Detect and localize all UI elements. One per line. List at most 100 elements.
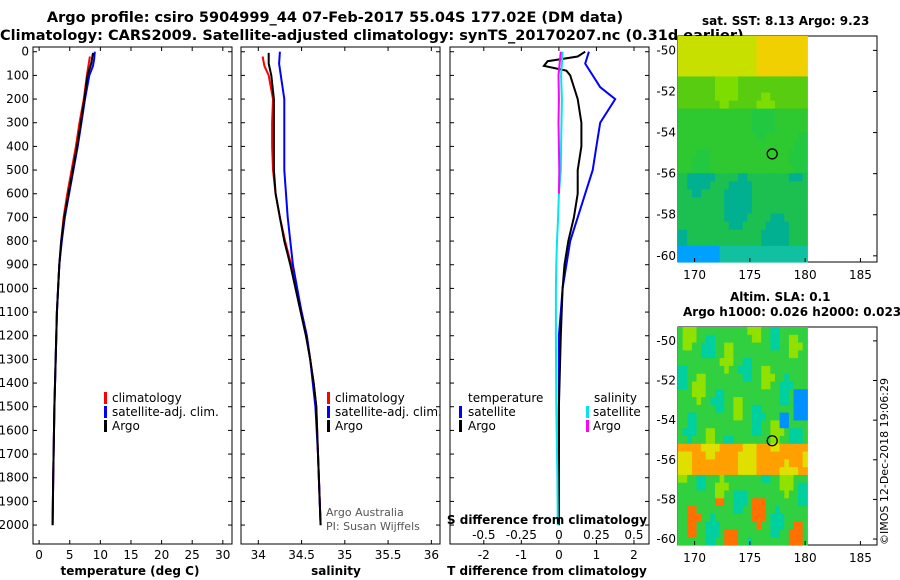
legend-label-satellite: satellite-adj. clim.	[112, 405, 219, 419]
map-cell	[724, 459, 730, 468]
map-cell	[696, 197, 702, 207]
map-cell	[793, 412, 799, 421]
map-cell	[765, 229, 771, 239]
legend-label-t-satellite: satellite	[468, 405, 516, 419]
map-cell	[705, 506, 711, 515]
map-cell	[751, 205, 758, 215]
map-cell	[765, 205, 771, 215]
map-cell	[719, 334, 725, 344]
map-cell	[696, 474, 702, 484]
map-cell	[738, 124, 744, 134]
map-cell	[802, 132, 808, 142]
map-cell	[705, 451, 711, 460]
map-cell	[710, 189, 716, 199]
map-cell	[779, 68, 785, 77]
map-cell	[802, 165, 808, 174]
x-tick-label: 20	[154, 548, 169, 562]
map-cell	[779, 381, 785, 390]
map-cell	[775, 76, 781, 86]
map-cell	[765, 334, 771, 344]
map-cell	[682, 350, 688, 359]
map-cell	[691, 334, 698, 344]
map-cell	[779, 140, 785, 150]
map-cell	[742, 327, 748, 336]
map-cell	[761, 52, 767, 61]
map-cell	[705, 165, 711, 174]
salinity-panel: 34 34.5 35 35.5 36 climatology satellite-adj…	[240, 46, 442, 578]
map-cell	[705, 358, 711, 367]
map-cell	[738, 205, 744, 215]
map-cell	[761, 68, 767, 77]
map-cell	[756, 60, 762, 69]
map-cell	[751, 237, 758, 247]
map-cell	[761, 404, 767, 414]
map-cell	[701, 36, 707, 45]
map-cell	[742, 342, 748, 351]
map-cell	[687, 389, 693, 398]
map-cell	[802, 404, 808, 414]
map-cell	[724, 213, 730, 223]
map-cell	[798, 482, 804, 492]
map-cell	[738, 412, 744, 421]
map-cell	[728, 428, 734, 437]
map-cell	[756, 173, 762, 182]
map-cell	[788, 213, 795, 223]
map-cell	[705, 490, 711, 499]
map-cell	[682, 149, 688, 158]
map-cell	[710, 412, 716, 421]
map-cell	[747, 404, 753, 414]
legend-swatch-satellite	[104, 406, 107, 418]
map-cell	[770, 173, 776, 182]
map-cell	[705, 213, 711, 223]
map-cell	[742, 436, 748, 445]
map-cell	[770, 197, 776, 207]
map-cell	[724, 197, 730, 207]
map-cell	[696, 482, 702, 492]
map-cell	[779, 100, 785, 110]
map-cell	[784, 521, 790, 530]
map-cell	[779, 342, 785, 351]
map-cell	[751, 108, 758, 118]
map-cell	[738, 436, 744, 445]
map-cell	[701, 181, 707, 190]
map-cell	[678, 116, 684, 126]
map-cell	[719, 506, 725, 515]
map-cell	[715, 334, 721, 344]
map-cell	[765, 397, 771, 406]
map-cell	[715, 474, 721, 484]
map-cell	[765, 149, 771, 158]
map-cell	[770, 467, 776, 476]
map-cell	[738, 365, 744, 375]
map-cell	[696, 68, 702, 77]
map-cell	[733, 205, 739, 215]
map-cell	[733, 389, 739, 398]
map-cell	[678, 381, 684, 390]
map-cell	[798, 498, 804, 507]
map-cell	[701, 92, 707, 102]
map-cell	[793, 44, 799, 53]
map-cell	[682, 529, 688, 538]
map-cell	[728, 92, 734, 102]
map-cell	[761, 213, 767, 223]
map-cell	[742, 237, 748, 247]
map-cell	[733, 213, 739, 223]
s-difference-tick-label: 0	[555, 528, 563, 542]
map-cell	[770, 132, 776, 142]
map-cell	[784, 358, 790, 367]
map-cell	[701, 197, 707, 207]
map-cell	[710, 245, 716, 255]
map-cell	[719, 342, 725, 351]
map-cell	[691, 350, 698, 359]
map-cell	[742, 165, 748, 174]
map-cell	[742, 213, 748, 223]
map-cell	[678, 327, 684, 336]
map-cell	[756, 229, 762, 239]
map-cell	[705, 245, 711, 255]
depth-tick-label: 200	[6, 92, 29, 106]
map-cell	[696, 84, 702, 94]
map-cell	[751, 436, 758, 445]
map-cell	[761, 420, 767, 429]
map-cell	[691, 189, 698, 199]
map-cell	[719, 189, 725, 199]
map-cell	[691, 490, 698, 499]
